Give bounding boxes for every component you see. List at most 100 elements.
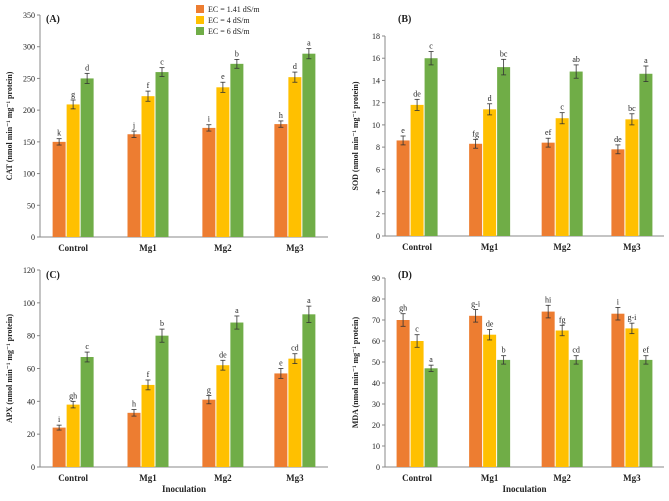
x-tick-label: Mg1 <box>139 473 157 483</box>
panel-label: (B) <box>398 14 411 25</box>
bar <box>302 53 316 237</box>
significance-letter: g <box>71 90 75 99</box>
significance-letter: cd <box>572 346 580 355</box>
bar <box>469 315 483 467</box>
x-tick-label: Mg1 <box>481 242 499 252</box>
legend-label: EC = 1.41 dS/m <box>208 5 260 14</box>
significance-letter: d <box>293 62 297 71</box>
significance-letter: b <box>502 346 506 355</box>
significance-letter: i <box>58 415 61 424</box>
bar <box>127 134 141 237</box>
significance-letter: ef <box>545 128 552 137</box>
bar <box>541 311 555 467</box>
significance-letter: ab <box>572 55 580 64</box>
significance-letter: h <box>279 111 283 120</box>
bar <box>625 328 639 467</box>
bar <box>555 330 569 467</box>
bar <box>483 109 497 236</box>
bar <box>155 335 169 467</box>
bar <box>497 359 511 467</box>
y-tick-label: 0 <box>31 233 35 242</box>
bar <box>639 73 653 237</box>
significance-letter: k <box>57 129 61 138</box>
bar <box>497 67 511 236</box>
significance-letter: g-i <box>471 300 481 309</box>
significance-letter: c <box>85 342 89 351</box>
x-tick-label: Mg1 <box>139 243 157 253</box>
significance-letter: g <box>207 386 211 395</box>
significance-letter: c <box>560 103 564 112</box>
bar <box>288 358 302 467</box>
y-tick-label: 200 <box>23 106 35 115</box>
x-tick-label: Control <box>58 473 88 483</box>
significance-letter: i <box>208 115 211 124</box>
bar <box>155 72 169 237</box>
y-tick-label: 80 <box>27 332 35 341</box>
bar <box>66 104 80 237</box>
y-tick-label: 4 <box>376 188 380 197</box>
y-tick-label: 8 <box>376 143 380 152</box>
y-tick-label: 350 <box>23 11 35 20</box>
significance-letter: bc <box>500 49 508 58</box>
bar <box>52 141 66 237</box>
y-tick-label: 50 <box>27 201 35 210</box>
y-tick-label: 12 <box>372 99 380 108</box>
y-tick-label: 20 <box>372 421 380 430</box>
y-tick-label: 80 <box>372 295 380 304</box>
y-tick-label: 0 <box>31 463 35 472</box>
significance-letter: c <box>429 42 433 51</box>
bar <box>230 322 244 467</box>
panel-label: (C) <box>46 270 60 281</box>
y-tick-label: 50 <box>372 358 380 367</box>
bar <box>569 359 583 467</box>
y-tick-label: 300 <box>23 43 35 52</box>
bar <box>410 104 424 236</box>
y-tick-label: 90 <box>372 274 380 283</box>
y-tick-label: 16 <box>372 54 380 63</box>
bar <box>611 313 625 467</box>
y-tick-label: 250 <box>23 74 35 83</box>
x-axis-label: Inoculation <box>162 484 206 494</box>
bar <box>141 384 155 467</box>
bar <box>80 357 94 467</box>
x-tick-label: Control <box>402 242 432 252</box>
y-tick-label: 0 <box>376 463 380 472</box>
bar <box>127 412 141 467</box>
y-tick-label: 20 <box>27 430 35 439</box>
legend-swatch <box>196 5 204 13</box>
y-tick-label: 2 <box>376 210 380 219</box>
panel-label: (A) <box>46 14 60 25</box>
significance-letter: f <box>147 81 150 90</box>
y-axis-label: CAT (nmol min⁻¹ mg⁻¹ protein) <box>5 71 14 180</box>
x-tick-label: Control <box>58 243 88 253</box>
y-tick-label: 60 <box>372 337 380 346</box>
x-tick-label: Mg3 <box>623 473 641 483</box>
y-tick-label: 60 <box>27 365 35 374</box>
significance-letter: c <box>160 58 164 67</box>
significance-letter: e <box>279 359 283 368</box>
x-tick-label: Mg3 <box>286 473 304 483</box>
significance-letter: gh <box>399 304 407 313</box>
x-tick-label: Mg3 <box>623 242 641 252</box>
x-tick-label: Mg2 <box>553 473 571 483</box>
significance-letter: a <box>429 355 433 364</box>
chart-panel-c: 0 20 40 60 80 100 120 APX (nmol min⁻¹ mg⁻¹ prot… <box>5 266 328 494</box>
chart-panel-d: 0 10 20 30 40 50 60 70 80 90 MDA (nmol min⁻¹ mg⁻¹ … <box>351 270 664 494</box>
x-tick-label: Mg2 <box>214 473 232 483</box>
bar <box>396 140 410 236</box>
significance-letter: a <box>307 296 311 305</box>
y-tick-label: 10 <box>372 442 380 451</box>
y-tick-label: 40 <box>372 379 380 388</box>
significance-letter: ef <box>643 346 650 355</box>
x-tick-label: Mg2 <box>553 242 571 252</box>
significance-letter: i <box>617 297 620 306</box>
x-tick-label: Mg3 <box>286 243 304 253</box>
significance-letter: b <box>160 319 164 328</box>
significance-letter: fg <box>559 315 566 324</box>
significance-letter: de <box>413 89 421 98</box>
bar <box>611 149 625 236</box>
significance-letter: e <box>221 72 225 81</box>
bar <box>424 58 438 236</box>
bar <box>216 365 230 467</box>
significance-letter: d <box>488 94 492 103</box>
